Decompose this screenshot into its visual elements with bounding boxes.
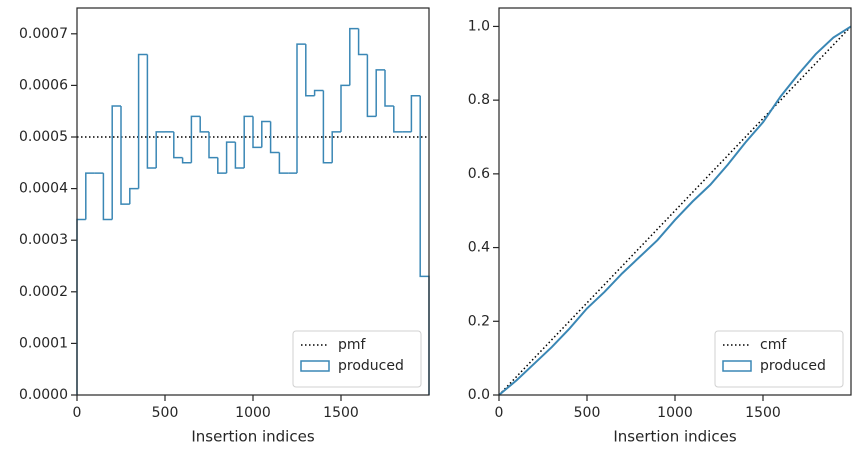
y-tick-label: 0.0002	[19, 284, 68, 300]
y-tick-label: 0.0003	[19, 232, 68, 248]
histogram-step	[305, 44, 315, 97]
histogram-step	[199, 116, 209, 133]
histogram-step	[349, 27, 359, 86]
histogram-step	[146, 54, 157, 169]
histogram-step	[296, 43, 306, 174]
histogram-step	[173, 131, 183, 159]
histogram-step	[331, 131, 341, 163]
histogram-step	[419, 95, 430, 395]
legend-label: produced	[338, 358, 404, 374]
histogram-step	[393, 106, 403, 133]
histogram-step	[181, 157, 192, 164]
histogram-step	[190, 115, 201, 163]
x-tick-label: 1500	[323, 405, 359, 421]
histogram-step	[269, 121, 280, 154]
line-series	[498, 25, 852, 396]
histogram-step	[366, 54, 377, 118]
y-tick-label: 1.0	[468, 18, 490, 34]
histogram-step	[375, 69, 385, 117]
y-tick-label: 0.0000	[19, 387, 68, 403]
histogram-step	[340, 84, 350, 132]
y-tick-label: 0.4	[468, 240, 490, 256]
y-tick-label: 0.2	[468, 313, 490, 329]
y-tick-label: 0.0004	[19, 181, 68, 197]
histogram-step	[120, 106, 130, 205]
histogram-step	[278, 152, 289, 174]
histogram-step	[313, 89, 324, 96]
x-tick-label: 500	[574, 405, 601, 421]
histogram-step	[357, 28, 368, 56]
line-series	[498, 25, 852, 396]
axes-frame	[76, 7, 430, 396]
legend-swatch	[722, 360, 752, 372]
legend-label: produced	[760, 358, 826, 374]
histogram-step	[155, 131, 165, 168]
histogram-step	[261, 120, 271, 148]
x-axis-label: Insertion indices	[613, 428, 736, 446]
histogram-step	[137, 53, 148, 189]
y-tick-label: 0.0006	[19, 77, 68, 93]
histogram-step	[102, 173, 113, 221]
legend-label: cmf	[760, 337, 787, 353]
x-tick-label: 1000	[657, 405, 693, 421]
histogram-step	[384, 69, 394, 107]
histogram-step	[252, 116, 262, 149]
histogram-step	[129, 187, 139, 205]
y-tick-label: 0.0005	[19, 129, 68, 145]
y-tick-label: 0.6	[468, 166, 490, 182]
histogram-step	[234, 142, 245, 169]
x-tick-label: 0	[495, 405, 504, 421]
x-axis-label: Insertion indices	[191, 428, 314, 446]
legend-swatch	[300, 360, 330, 372]
histogram-step	[243, 115, 253, 168]
histogram-step	[322, 90, 333, 164]
x-tick-label: 500	[152, 405, 179, 421]
y-tick-label: 0.0001	[19, 335, 68, 351]
histogram-step	[225, 141, 236, 174]
y-tick-label: 0.0007	[19, 26, 68, 42]
legend-label: pmf	[338, 337, 367, 353]
histogram-step	[410, 94, 421, 132]
histogram-step	[111, 105, 121, 220]
x-tick-label: 1000	[235, 405, 271, 421]
x-tick-label: 0	[73, 405, 82, 421]
x-tick-label: 1500	[745, 405, 781, 421]
y-tick-label: 0.0	[468, 387, 490, 403]
y-tick-label: 0.8	[468, 92, 490, 108]
histogram-step	[85, 172, 95, 220]
histogram-step	[208, 131, 218, 159]
axes-frame	[498, 7, 852, 396]
histogram-step	[217, 157, 227, 174]
histogram-step	[76, 218, 86, 395]
